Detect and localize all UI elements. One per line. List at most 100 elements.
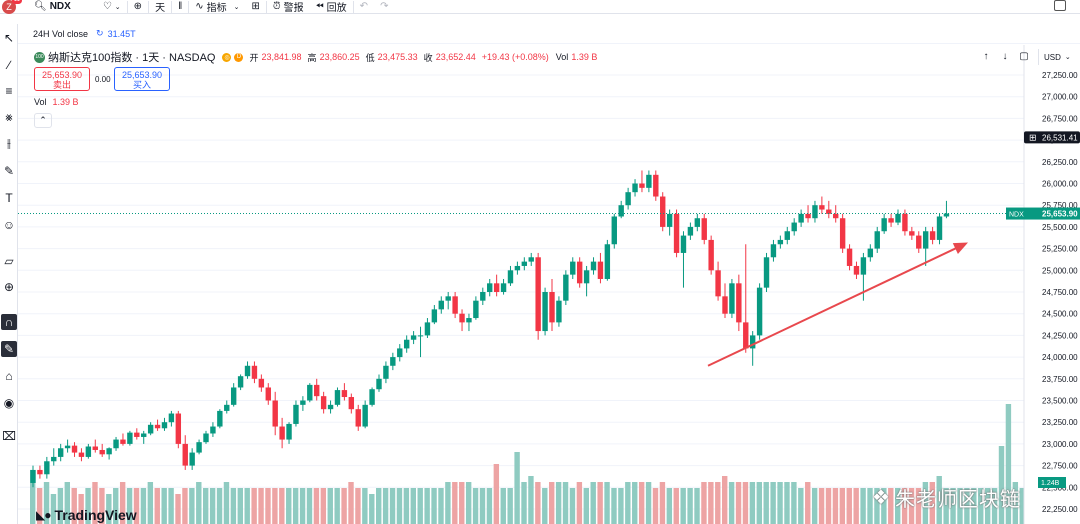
compare-button[interactable]: ⊕ [128,0,148,14]
candle [480,287,486,306]
volume-bar [950,488,956,524]
eye-icon[interactable]: ◉ [3,396,15,410]
currency-label: USD [1044,52,1061,62]
arrow-down-icon[interactable]: ↓ [1002,50,1008,62]
price-axis[interactable]: 27,250.0027,000.0026,750.0026,500.0026,2… [1006,45,1080,524]
tradingview-logo[interactable]: ◣● TradingView [36,507,137,523]
volume-bar [701,482,707,524]
indicators-button[interactable]: ∿ 指标 ⌄ [189,0,245,14]
volume-bar [798,488,804,524]
volume-bar [964,488,970,524]
volume-bar [784,482,790,524]
volume-bar [770,482,776,524]
candle [161,417,168,431]
candle [175,410,182,449]
volume-bar [182,488,188,524]
candle [570,257,576,279]
crosshair-price-label: 26,531.41 [1042,133,1078,142]
watermark-text: 朱老师区块链 [894,489,1021,511]
redo-button[interactable]: ↷ [374,0,394,14]
candle [583,265,590,297]
volume-bar [452,482,458,524]
volume-bar [203,488,209,524]
candle [556,296,562,327]
price-tick-label: 23,250.00 [1042,418,1078,427]
volume-bar [265,488,271,524]
volume-legend-label: Vol [34,97,47,107]
favorite-menu-button[interactable]: ♡ ⌄ [97,0,127,14]
price-chart[interactable]: 27,250.0027,000.0026,750.0026,500.0026,2… [18,45,1080,524]
plus-square-icon[interactable]: ⊞ [1029,132,1037,142]
candle [189,448,195,470]
trash-icon[interactable]: ⌧ [2,429,16,443]
interval-button[interactable]: 天 [149,0,171,14]
candle [154,419,161,431]
emoji-tool-icon[interactable]: ☺ [2,218,16,232]
user-avatar[interactable]: Z 11 [2,0,22,14]
lock-icon[interactable]: ⌂ [5,369,13,383]
volume-bar [30,470,36,524]
currency-selector[interactable]: USD ⌄ [1038,49,1080,65]
volume-bar [334,488,340,524]
fib-tool-icon[interactable]: ⫲ [7,135,11,150]
candle [604,239,611,281]
candle [867,244,874,262]
collapse-legend-button[interactable]: ⌃ [34,113,52,128]
volume-bar [874,488,880,524]
vol-value: 1.39 B [571,52,598,62]
volume-bar [424,488,430,524]
chart-type-button[interactable]: ‖ [172,0,188,14]
volume-bar [237,488,243,524]
pattern-tool-icon[interactable]: ⨳ [5,109,13,124]
trend-line-tool-icon[interactable]: ∕ [7,58,10,72]
brush-tool-icon[interactable]: ✎ [3,164,15,178]
volume-bar [140,488,147,524]
candle [44,456,50,479]
candle [749,331,756,366]
volume-bar [355,488,361,524]
replay-button[interactable]: ⏪︎ 回放 [310,0,353,14]
text-tool-icon[interactable]: T [5,191,13,205]
symbol-search-button[interactable]: 🔍︎ NDX [28,0,77,14]
candle [563,270,569,306]
volume-bar [825,488,832,524]
volume-bar [36,488,43,524]
candle [833,205,839,223]
layouts-button[interactable]: ⊞ [245,0,265,14]
volume-bar [119,482,126,524]
magnet-icon[interactable]: ∩ [1,314,17,330]
volume-bar [327,488,333,524]
open-value: 23,841.98 [261,52,302,62]
volume-bar [846,488,852,524]
undo-button[interactable]: ↶ [354,0,374,14]
rewind-icon: ⏪︎ [315,1,324,12]
stay-drawing-icon[interactable]: ✎ [1,341,17,357]
volume-bar [708,482,714,524]
candle [639,170,645,193]
volume-bar [901,488,908,524]
volume-bar [694,488,700,524]
horizontal-lines-tool-icon[interactable]: ≡ [5,84,13,98]
price-tick-label: 24,500.00 [1042,310,1078,319]
maximize-icon[interactable]: ▢ [1019,50,1029,62]
zoom-in-icon[interactable]: ⊕ [3,280,15,294]
brand-name: TradingView [54,507,137,523]
volume-bar [957,488,963,524]
trend-arrow[interactable] [707,242,968,367]
alert-button[interactable]: ⏰︎ 警报 [267,0,310,14]
cursor-tool-icon[interactable]: ↖ [3,31,15,45]
ruler-tool-icon[interactable]: ▱ [4,254,14,268]
window-button[interactable] [1054,0,1066,11]
volume-bar [860,488,866,524]
sell-price: 25,653.90 [41,70,83,80]
sell-button[interactable]: 25,653.90 卖出 [34,67,90,91]
arrow-up-icon[interactable]: ↑ [983,50,989,62]
volume-bar [133,488,140,524]
buy-button[interactable]: 25,653.90 买入 [114,67,170,91]
eye-toggle-icon[interactable]: ◎ [222,52,232,62]
volume-bar [625,482,631,524]
volume-bar [832,488,839,524]
candle [203,430,209,444]
candle [147,422,154,436]
volume-bar [362,488,368,524]
